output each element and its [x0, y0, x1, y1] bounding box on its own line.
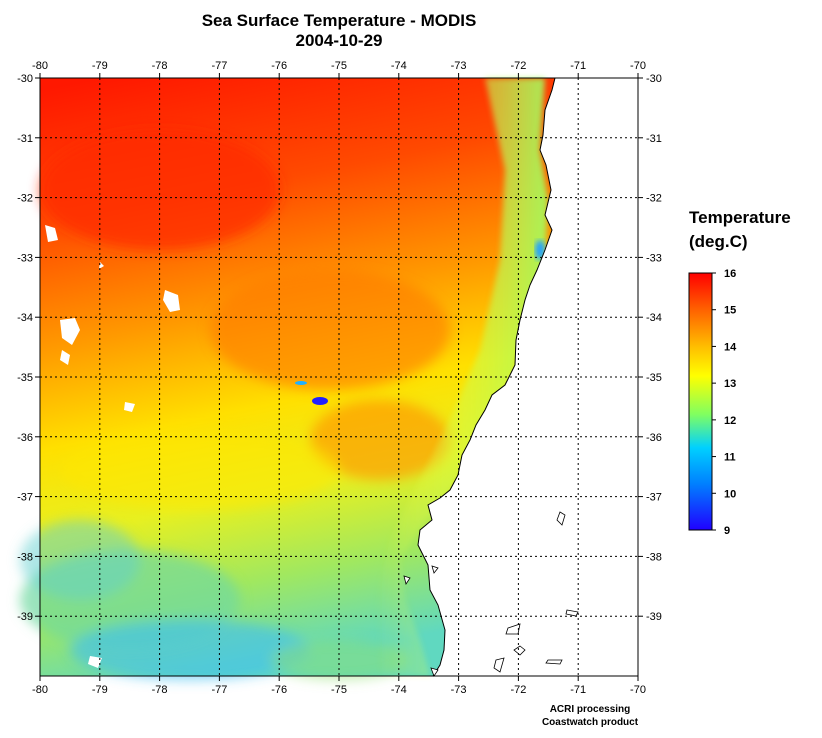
lon-label-top: -78: [152, 60, 168, 72]
lon-label-top: -70: [630, 60, 646, 72]
lat-label-right: -30: [646, 73, 662, 85]
lat-label-right: -36: [646, 432, 662, 444]
lat-label-left: -37: [17, 492, 33, 504]
lat-labels-right: -30 -31 -32 -33 -34 -35 -36 -37 -38 -39: [646, 73, 662, 623]
legend-colorbar: [688, 272, 713, 531]
land-mass: [417, 77, 639, 677]
legend-title-line2: (deg.C): [689, 232, 748, 251]
lon-label-top: -73: [451, 60, 467, 72]
lat-label-right: -32: [646, 193, 662, 205]
lat-label-right: -38: [646, 551, 662, 563]
legend-tick-label: 14: [724, 341, 737, 353]
lon-label-top: -72: [510, 60, 526, 72]
legend-tick-label: 15: [724, 305, 736, 317]
legend-tick-label: 16: [724, 268, 736, 280]
lon-label-bottom: -73: [451, 684, 467, 696]
legend-tick-label: 12: [724, 415, 736, 427]
legend-title: Temperature (deg.C): [689, 206, 819, 254]
lon-label-bottom: -77: [211, 684, 227, 696]
lat-label-left: -36: [17, 432, 33, 444]
lon-label-bottom: -75: [331, 684, 347, 696]
lon-label-top: -79: [92, 60, 108, 72]
lon-labels-bottom: -80 -79 -78 -77 -76 -75 -74 -73 -72 -71 -70: [32, 684, 646, 696]
lat-labels-left: -30 -31 -32 -33 -34 -35 -36 -37 -38 -39: [17, 73, 33, 623]
legend-tick-label: 10: [724, 488, 736, 500]
lon-label-bottom: -70: [630, 684, 646, 696]
credit-line2: Coastwatch product: [541, 717, 639, 728]
map-date: 2004-10-29: [295, 31, 383, 50]
lon-label-top: -77: [211, 60, 227, 72]
credit-text: ACRI processing Coastwatch product: [520, 703, 660, 729]
lon-label-bottom: -78: [152, 684, 168, 696]
credit-line1: ACRI processing: [549, 704, 631, 715]
lon-label-bottom: -76: [271, 684, 287, 696]
map-title: Sea Surface Temperature - MODIS: [201, 11, 477, 30]
legend-tick-label: 9: [724, 525, 730, 537]
lat-label-left: -33: [17, 252, 33, 264]
lat-label-right: -34: [646, 312, 662, 324]
lon-label-top: -71: [570, 60, 586, 72]
lat-label-left: -39: [17, 611, 33, 623]
lon-label-top: -74: [391, 60, 407, 72]
lat-label-left: -34: [17, 312, 33, 324]
lat-label-left: -38: [17, 551, 33, 563]
lat-label-right: -35: [646, 372, 662, 384]
cloud-gaps: [45, 225, 180, 668]
lon-label-bottom: -71: [570, 684, 586, 696]
islands: [403, 511, 579, 677]
lat-label-left: -32: [17, 193, 33, 205]
axis-ticks: [35, 73, 643, 681]
legend-tick-label: 13: [724, 378, 736, 390]
lat-label-right: -39: [646, 611, 662, 623]
lat-label-right: -31: [646, 133, 662, 145]
lon-label-bottom: -79: [92, 684, 108, 696]
lat-label-left: -31: [17, 133, 33, 145]
legend-tick-labels: 16 15 14 13 12 11 10 9: [712, 268, 737, 537]
lon-label-top: -80: [32, 60, 48, 72]
lat-label-right: -33: [646, 252, 662, 264]
lat-label-left: -30: [17, 73, 33, 85]
legend-tick-label: 11: [724, 452, 736, 464]
lon-label-top: -76: [271, 60, 287, 72]
lon-label-bottom: -80: [32, 684, 48, 696]
legend-title-line1: Temperature: [689, 208, 791, 227]
lon-labels-top: -80 -79 -78 -77 -76 -75 -74 -73 -72 -71 -70: [32, 60, 646, 72]
lon-label-bottom: -72: [510, 684, 526, 696]
lon-label-bottom: -74: [391, 684, 407, 696]
lat-label-left: -35: [17, 372, 33, 384]
lon-label-top: -75: [331, 60, 347, 72]
lat-label-right: -37: [646, 492, 662, 504]
